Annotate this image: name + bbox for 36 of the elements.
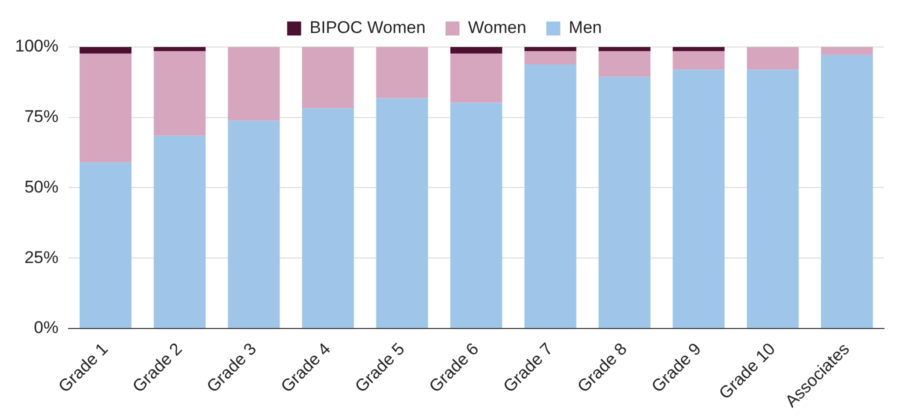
bar bbox=[80, 162, 132, 328]
bar bbox=[450, 102, 502, 328]
y-tick-label: 50% bbox=[24, 177, 58, 196]
bar bbox=[598, 51, 650, 77]
bar bbox=[820, 47, 873, 55]
bar bbox=[524, 47, 576, 52]
bar bbox=[598, 76, 650, 328]
bar bbox=[524, 51, 576, 64]
y-tick-label: 100% bbox=[14, 36, 58, 56]
bar bbox=[154, 47, 206, 52]
y-tick-label: 0% bbox=[34, 318, 58, 338]
y-tick-label: 25% bbox=[24, 248, 58, 267]
bar bbox=[746, 70, 799, 328]
bar bbox=[746, 47, 799, 70]
bar bbox=[80, 53, 132, 162]
bar bbox=[672, 70, 725, 328]
bar bbox=[820, 54, 873, 328]
bar bbox=[80, 47, 132, 54]
bar bbox=[228, 47, 280, 121]
bar bbox=[376, 47, 428, 98]
y-tick-label: 75% bbox=[24, 107, 58, 126]
bar bbox=[598, 47, 650, 52]
legend-label: Men bbox=[568, 18, 602, 38]
bar bbox=[450, 53, 502, 103]
bar bbox=[672, 51, 725, 70]
bar bbox=[672, 47, 725, 52]
bar bbox=[154, 51, 206, 136]
legend-label: Women bbox=[468, 18, 526, 38]
bar bbox=[154, 136, 206, 328]
bar bbox=[302, 47, 354, 108]
bar bbox=[228, 120, 280, 328]
bar bbox=[376, 98, 428, 328]
bar bbox=[524, 64, 576, 328]
bar bbox=[302, 108, 354, 328]
bar bbox=[450, 47, 502, 54]
legend-label: BIPOC Women bbox=[310, 18, 426, 38]
